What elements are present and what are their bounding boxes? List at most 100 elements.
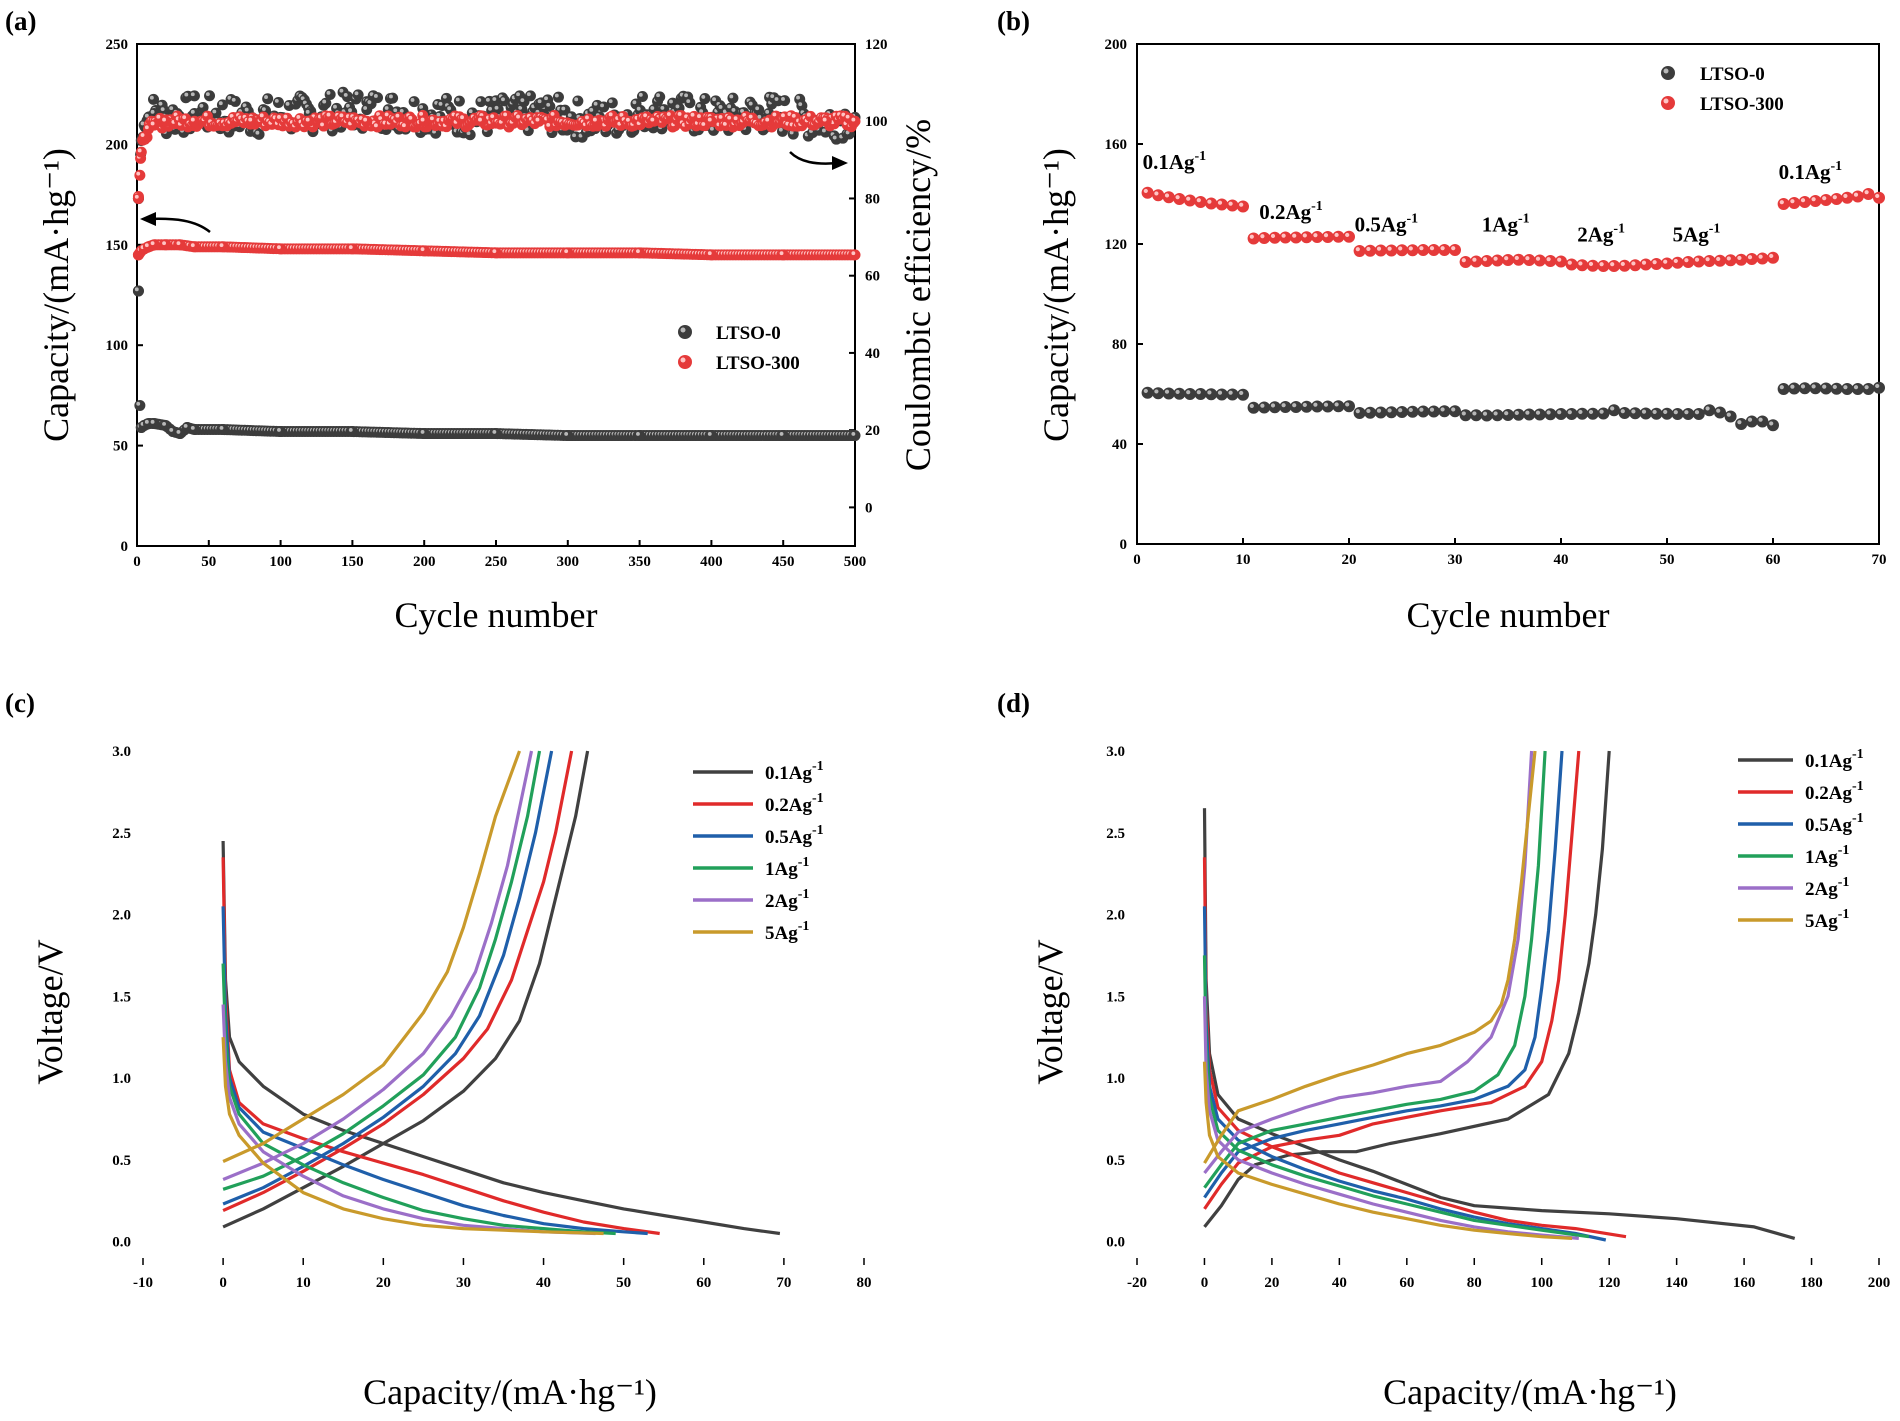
data-point [1438,405,1451,418]
data-point [1406,244,1419,257]
data-point [387,92,399,104]
data-point [1650,258,1663,270]
panel-c: (c) -10 0 10 20 30 40 50 60 70 80 0.0 0.5 1.0 1.5 2.0… [5,688,872,1412]
data-point [1745,415,1758,428]
data-point [1427,244,1440,256]
y-tick-label: 0.0 [1106,1235,1125,1251]
data-point [1258,232,1271,244]
data-point [1396,244,1408,257]
data-point [1650,407,1663,420]
data-point [210,107,222,119]
data-point [1364,406,1377,419]
data-point [1215,198,1228,211]
data-point [1544,255,1557,267]
data-point [654,91,666,103]
y-tick-label: 3.0 [1106,744,1125,760]
data-point [606,97,618,109]
curve-5ag-1 [221,750,604,1236]
data-point [1480,409,1493,422]
charge-curve [222,750,522,1163]
x-tick-label: 180 [1800,1275,1823,1291]
data-point [1406,405,1419,418]
data-point [1873,191,1885,204]
legend-label-ltso-0: LTSO-0 [716,323,781,344]
y2-tick-label: 100 [865,114,888,130]
data-point [134,399,146,411]
curve-2ag-1 [221,750,596,1236]
data-point [849,249,861,261]
data-point [1141,186,1154,199]
data-point [1586,259,1599,272]
data-point [275,243,287,255]
x-tick-label: 300 [557,554,580,570]
x-ticks-d: -20 0 20 40 60 80 100 120 140 160 180 200 [1127,1258,1890,1291]
y-tick-label: 2.5 [1106,826,1125,842]
data-point [1841,191,1854,204]
data-point [1141,386,1154,399]
data-point [1533,254,1546,267]
y-tick-label: 2.5 [112,826,131,842]
x-axis-title-c: Capacity/(mA·hg⁻¹) [363,1372,657,1412]
data-point [1809,382,1822,395]
x-tick-label: 40 [1554,552,1569,568]
data-point [1173,387,1186,400]
y-tick-label: 0.5 [112,1153,131,1169]
data-point [777,430,789,442]
data-point [1544,408,1557,421]
y-tick-label: 1.0 [112,1071,131,1087]
data-point [341,91,353,103]
x-tick-label: 30 [456,1275,471,1291]
data-point [820,115,832,127]
y-tick-label: 50 [113,439,128,455]
curve-2ag-1 [1202,750,1579,1240]
data-point [1502,254,1514,266]
data-point [1682,256,1695,268]
x-axis-title-a: Cycle number [395,595,598,635]
x-tick-label: 0 [133,554,141,570]
data-point [1321,400,1334,413]
data-point [1491,254,1504,267]
data-point [1162,387,1175,400]
y-tick-label: 200 [1105,37,1128,53]
legend-b: LTSO-0 LTSO-300 [1661,64,1784,115]
data-point [346,243,358,255]
curve-0-1ag-1 [221,750,781,1236]
rate-label: 5Ag-1 [1673,222,1721,247]
data-point [275,426,287,438]
legend-label: 0.1Ag-1 [765,759,824,784]
discharge-curve [221,906,648,1236]
discharge-curve [221,857,660,1236]
data-point [204,90,216,102]
data-point [135,146,147,158]
charge-curve [1203,750,1537,1164]
data-point [1417,405,1430,418]
data-point [1396,406,1408,418]
data-point [1374,406,1387,419]
x-tick-label: 100 [269,554,292,570]
data-point [1692,255,1705,268]
x-tick-label: 40 [1332,1275,1347,1291]
y-ticks-b: 0 40 80 120 160 200 [1105,37,1143,553]
y-ticks-c: 0.0 0.5 1.0 1.5 2.0 2.5 3.0 [112,744,131,1251]
charge-curve [222,750,574,1213]
x-tick-label: -20 [1127,1275,1147,1291]
data-point [1873,381,1885,394]
legend-label: 5Ag-1 [765,919,809,944]
data-point [1788,197,1801,209]
series-ltso-300-efficiency [132,109,861,204]
y2-tick-label: 40 [865,346,880,362]
data-point [320,97,332,109]
x-ticks-b: 0 10 20 30 40 50 60 70 [1133,538,1887,568]
y-tick-label: 1.5 [1106,989,1125,1005]
data-point [1194,196,1207,208]
data-point [1555,408,1567,420]
data-point [636,91,648,103]
data-point [705,430,717,442]
data-point [1745,253,1758,265]
data-point [1385,244,1398,257]
data-points-a [132,86,861,442]
data-point [1343,400,1355,413]
rate-labels-b: 0.1Ag-1 0.2Ag-1 0.5Ag-1 1Ag-1 2Ag-1 5Ag-1 0.1A… [1143,149,1843,247]
curve-5ag-1 [1202,750,1573,1240]
